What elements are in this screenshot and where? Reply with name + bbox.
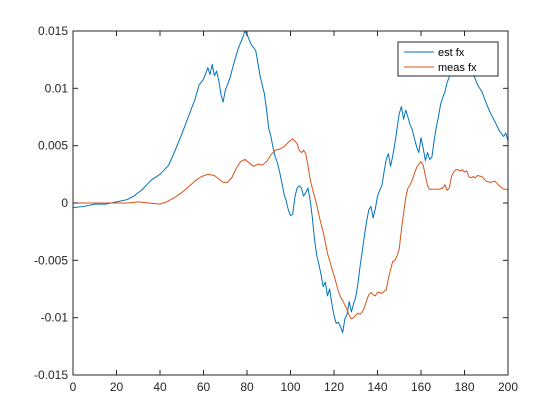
x-tick-label: 160 xyxy=(411,380,431,394)
x-tick-label: 0 xyxy=(70,380,77,394)
legend-label: est fx xyxy=(438,47,465,59)
series-layer xyxy=(73,31,508,334)
x-tick-label: 140 xyxy=(367,380,387,394)
ticks-layer: 0 20 40 60 80 100 120 140 160 180 200 -0.015 -0.01 -0… xyxy=(34,24,518,394)
y-tick-label: -0.015 xyxy=(34,368,68,382)
x-tick-label: 100 xyxy=(280,380,300,394)
y-tick-label: 0.005 xyxy=(38,139,68,153)
x-tick-label: 80 xyxy=(240,380,254,394)
legend: est fx meas fx xyxy=(397,41,499,77)
series-line-meas-fx xyxy=(73,138,508,320)
y-tick-label: -0.005 xyxy=(34,253,68,267)
x-tick-label: 60 xyxy=(197,380,211,394)
x-tick-label: 120 xyxy=(324,380,344,394)
x-tick-label: 200 xyxy=(498,380,518,394)
x-tick-label: 20 xyxy=(110,380,124,394)
x-tick-label: 40 xyxy=(153,380,167,394)
y-tick-label: 0.01 xyxy=(45,81,69,95)
x-tick-label: 180 xyxy=(454,380,474,394)
y-tick-label: 0.015 xyxy=(38,24,68,38)
y-tick-label: -0.01 xyxy=(41,311,69,325)
legend-box xyxy=(397,41,499,77)
series-line-est-fx xyxy=(73,31,508,334)
y-tick-label: 0 xyxy=(61,196,68,210)
legend-label: meas fx xyxy=(438,62,477,74)
